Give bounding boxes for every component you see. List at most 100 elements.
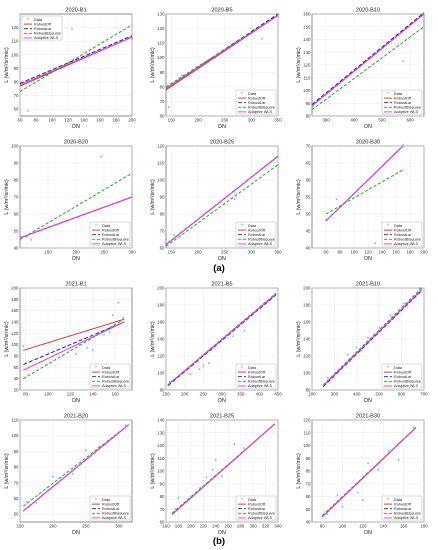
panel-11-line-adaptive-wls <box>321 427 417 518</box>
panel-1-line-adaptive-wls <box>165 15 279 89</box>
panel-3-ytick-label: 70 <box>14 195 19 200</box>
panel-2-legend-marker-data: * <box>387 92 389 98</box>
panel-10-data-point: * <box>199 487 202 493</box>
panel-2-xtick-label: 600 <box>406 118 414 123</box>
panel-3-legend-marker-data: * <box>95 224 97 230</box>
panel-10-line-robustbisquare <box>171 423 276 514</box>
panel-6-xtick-label: 100 <box>44 392 52 397</box>
panel-5-title: 2020-B30 <box>356 140 380 146</box>
panel-3-line-adaptive-wls <box>19 196 133 239</box>
panel-7-legend-label: RobustLar <box>248 375 266 379</box>
panel-11-legend-box <box>381 495 423 521</box>
panel-2-ytick-label: 160 <box>303 12 311 17</box>
panel-0-xtick-label: 140 <box>80 118 88 123</box>
panel-8-data-point: * <box>418 288 421 294</box>
panel-7-ytick-label: 180 <box>157 303 165 308</box>
panel-4-ytick-label: 120 <box>157 144 165 149</box>
panel-4-xtick-label: 300 <box>248 250 256 255</box>
panel-11-xtick-label: 140 <box>380 524 388 529</box>
panel-3-ytick-label: 90 <box>14 161 19 166</box>
panel-10-ylabel: L (w/m²/sr/mic) <box>150 453 156 489</box>
panel-6-ytick-label: 140 <box>11 320 19 325</box>
panel-9-ytick-label: 60 <box>14 496 19 501</box>
panel-1-ytick-label: 60 <box>160 114 165 119</box>
panel-11-data-point: * <box>326 514 329 520</box>
panel-10-data-point: * <box>174 509 177 515</box>
panel-9-ytick-label: 100 <box>11 433 19 438</box>
panel-5-data-point: * <box>325 219 328 225</box>
panel-1-ytick-label: 100 <box>157 55 165 60</box>
panel-1-data-point: * <box>277 13 280 19</box>
panel-3-xtick-label: 300 <box>128 250 136 255</box>
panel-11-data-point: * <box>397 459 400 465</box>
panel-10-ytick-label: 70 <box>160 507 165 512</box>
panel-4-legend-box <box>235 221 277 247</box>
panel-4-data-point: * <box>274 158 277 164</box>
panel-0-title: 2020-B1 <box>65 8 86 14</box>
panel-2-xtick-label: 500 <box>378 118 386 123</box>
panel-5-xtick-label: 140 <box>378 250 386 255</box>
panel-8-data-point: * <box>367 337 370 343</box>
panel-8-ylabel: L (w/m²/sr/mic) <box>296 321 302 357</box>
panel-11-xtick-label: 80 <box>320 524 325 529</box>
panel-3-legend-label: RobustLar <box>102 233 120 237</box>
panel-8-data-point: * <box>327 377 330 383</box>
panel-9-ytick-label: 80 <box>14 465 19 470</box>
panel-6-line-robustoff <box>23 318 125 351</box>
panel-4-legend-label: Data <box>248 224 257 228</box>
panel-5-xtick-label: 80 <box>338 250 343 255</box>
panel-9-ylabel: L (w/m²/sr/mic) <box>4 453 10 489</box>
panel-0-legend-label: RobustOff <box>34 22 52 26</box>
panel-4-legend-marker-data: * <box>241 224 243 230</box>
panel-3-legend-label: RobustBisquare <box>102 238 129 242</box>
panel-8-xtick-label: 500 <box>376 392 384 397</box>
panel-4-line-adaptive-wls <box>165 155 279 245</box>
panel-6-legend-label: Data <box>102 366 111 370</box>
panel-2-xlabel: DN <box>364 124 372 130</box>
panel-6-data-point: * <box>78 344 81 350</box>
panel-4-ytick-label: 100 <box>157 178 165 183</box>
panel-11-ylabel: L (w/m²/sr/mic) <box>296 453 302 489</box>
panel-7-xtick-label: 400 <box>256 392 264 397</box>
panel-1-legend-label: RobustLar <box>248 101 266 105</box>
panel-10-ytick-label: 140 <box>157 418 165 423</box>
panel-3-xtick-label: 150 <box>44 250 52 255</box>
panel-10-legend-label: Adaptive WLS <box>248 516 273 520</box>
panel-1-xtick-label: 300 <box>248 118 256 123</box>
panel-6-legend-label: RobustOff <box>102 370 120 374</box>
panel-11-xtick-label: 100 <box>339 524 347 529</box>
panel-8-xtick-label: 400 <box>353 392 361 397</box>
panel-9-ytick-label: 110 <box>12 418 20 423</box>
panel-0-data-point: * <box>131 38 134 44</box>
panel-7-ytick-label: 100 <box>157 371 165 376</box>
panel-0-xtick-label: 160 <box>96 118 104 123</box>
panel-6-legend-label: RobustBisquare <box>102 380 129 384</box>
panel-5-xtick-label: 100 <box>350 250 358 255</box>
panel-6-ytick-label: 20 <box>14 388 19 393</box>
panel-8-legend-label: RobustBisquare <box>394 380 421 384</box>
panel-8-legend-label: Data <box>394 366 403 370</box>
panel-6-data-point: * <box>86 347 89 353</box>
panel-9-data-point: * <box>98 446 101 452</box>
panel-3-legend-label: Adaptive WLS <box>102 242 127 246</box>
panel-3-legend-label: RobustOff <box>102 228 120 232</box>
panel-5-data-point: * <box>402 144 405 150</box>
panel-9-line-robustbisquare <box>22 424 130 507</box>
panel-11-data-point: * <box>336 495 339 501</box>
panel-8-legend-label: RobustOff <box>394 370 412 374</box>
panel-7-xtick-label: 200 <box>181 392 189 397</box>
panel-9-data-point: * <box>124 424 127 430</box>
panel-1-legend-label: RobustOff <box>248 96 266 100</box>
panel-7-legend-box <box>235 363 277 389</box>
panel-8-ytick-label: 80 <box>306 388 311 393</box>
panel-11-xtick-label: 160 <box>400 524 408 529</box>
panel-9-legend-label: RobustBisquare <box>102 512 129 516</box>
panel-4-ytick-label: 60 <box>160 246 165 251</box>
panel-10-xtick-label: 180 <box>175 524 183 529</box>
panel-10-legend-label: RobustBisquare <box>248 512 275 516</box>
panel-0-ytick-label: 120 <box>11 25 19 30</box>
panel-6-line-adaptive-wls <box>23 321 125 371</box>
panel-7-data-point: * <box>202 365 205 371</box>
panel-2-data-point: * <box>402 60 405 66</box>
